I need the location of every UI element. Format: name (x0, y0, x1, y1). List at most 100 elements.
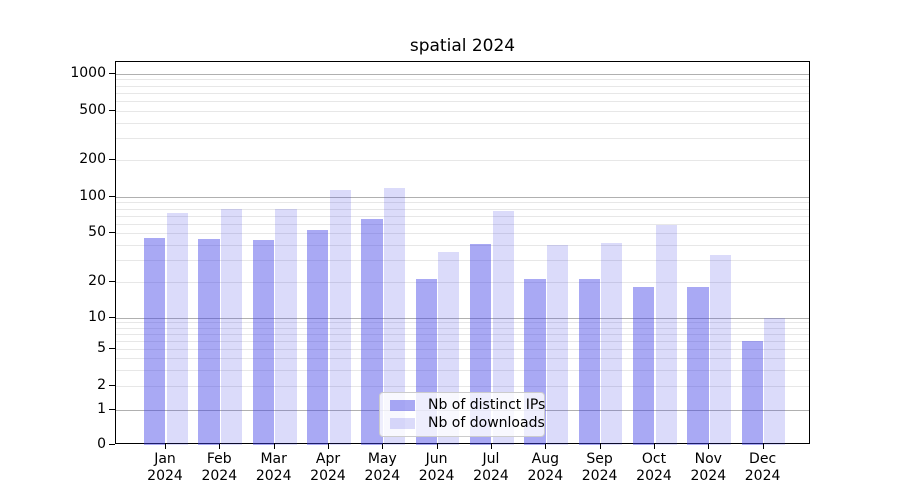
x-tick-label-line: Aug (531, 451, 559, 467)
x-tick-label: Jun 2024 (405, 451, 469, 485)
bar-distinct-ips (578, 279, 601, 445)
y-tick-label: 50 (88, 224, 106, 241)
y-tick-label: 10 (88, 308, 106, 325)
y-tick-label: 1000 (70, 64, 106, 81)
x-tick-label: Mar 2024 (242, 451, 306, 485)
grid-line-minor (116, 92, 809, 94)
x-tick-label-line: 2024 (147, 468, 183, 484)
x-tick-mark (654, 444, 655, 449)
x-tick-label: Apr 2024 (296, 451, 360, 485)
grid-line-minor (116, 357, 809, 359)
grid-line-minor (116, 101, 809, 103)
bar-distinct-ips (633, 287, 655, 445)
y-tick-mark (109, 347, 115, 349)
y-tick-mark (109, 72, 115, 74)
bar-distinct-ips (741, 340, 764, 445)
grid-line-minor (116, 386, 809, 387)
bar-downloads (764, 317, 786, 445)
y-tick-mark (109, 444, 115, 445)
x-tick-label: Oct 2024 (622, 451, 686, 485)
x-tick-label: Aug 2024 (513, 451, 577, 485)
x-tick-label-line: 2024 (473, 468, 509, 484)
x-tick-label-line: Jun (425, 451, 448, 467)
x-tick-label: Jul 2024 (459, 451, 523, 485)
x-tick-label-line: 2024 (690, 468, 727, 484)
x-tick-label: Feb 2024 (187, 451, 251, 485)
grid-line-minor (116, 260, 809, 262)
bar-downloads (601, 242, 623, 445)
x-tick-mark (382, 444, 384, 449)
grid-line-minor (116, 85, 809, 87)
legend-item-distinct-ips: Nb of distinct IPs (387, 398, 545, 413)
x-tick-label: May 2024 (350, 451, 414, 485)
grid-line-minor (116, 233, 809, 235)
grid-line-major (116, 73, 809, 75)
y-tick-label: 5 (97, 339, 106, 356)
y-tick-label: 200 (79, 151, 106, 167)
bar-downloads (166, 213, 188, 445)
grid-line-minor (116, 79, 809, 81)
plot-area (115, 61, 810, 445)
bar-downloads (492, 210, 514, 445)
x-tick-label-line: 2024 (364, 468, 401, 484)
x-tick-label: Nov 2024 (676, 451, 740, 485)
grid-line-minor (116, 333, 809, 335)
bar-downloads (546, 245, 569, 445)
y-tick-mark (109, 110, 115, 111)
legend-label-downloads: Nb of downloads (428, 415, 545, 431)
x-tick-label: Jan 2024 (133, 451, 197, 485)
grid-line-minor (116, 245, 809, 247)
bar-distinct-ips (361, 219, 383, 445)
y-tick-label: 500 (79, 102, 106, 118)
y-tick-mark (109, 409, 115, 410)
grid-line-minor (116, 202, 809, 204)
bar-downloads (383, 187, 406, 445)
x-tick-label-line: Jan (154, 451, 176, 467)
x-tick-mark (545, 444, 547, 449)
x-tick-label-line: 2024 (310, 468, 346, 484)
x-tick-label-line: Dec (749, 451, 777, 467)
bar-distinct-ips (252, 240, 275, 445)
grid-line-minor (116, 348, 809, 350)
x-tick-label-line: 2024 (744, 468, 781, 484)
grid-line-minor (116, 160, 809, 161)
x-tick-label-line: Nov (694, 451, 722, 467)
grid-line-minor (116, 138, 809, 140)
bar-distinct-ips (198, 238, 220, 445)
grid-line-major (116, 196, 809, 198)
x-tick-label-line: Mar (260, 451, 287, 467)
grid-line-minor (116, 215, 809, 217)
grid-line-minor (116, 369, 809, 371)
x-tick-label-line: Oct (641, 451, 667, 467)
legend-swatch-distinct-ips (390, 400, 415, 411)
x-tick-mark (165, 444, 166, 449)
x-tick-label: Sep 2024 (568, 451, 632, 485)
x-tick-label-line: Apr (315, 451, 341, 467)
x-tick-label-line: 2024 (527, 468, 564, 484)
x-tick-label-line: 2024 (418, 468, 455, 484)
legend: Nb of distinct IPs Nb of downloads (379, 392, 545, 437)
y-tick-mark (109, 385, 115, 386)
y-tick-mark (109, 316, 115, 318)
x-tick-mark (328, 444, 329, 449)
grid-line-minor (116, 208, 809, 210)
x-tick-mark (599, 444, 601, 449)
x-tick-mark (436, 444, 438, 449)
x-tick-label: Dec 2024 (731, 451, 795, 485)
x-tick-mark (708, 444, 710, 449)
x-tick-label-line: 2024 (581, 468, 618, 484)
x-tick-label-line: 2024 (255, 468, 292, 484)
bar-distinct-ips (144, 237, 166, 445)
y-tick-mark (109, 280, 115, 282)
grid-line-minor (116, 340, 809, 342)
y-tick-mark (109, 232, 115, 234)
chart-title: spatial 2024 (409, 36, 516, 56)
bar-distinct-ips (307, 230, 329, 445)
x-tick-label-line: May (367, 451, 397, 467)
y-tick-label: 0 (97, 436, 106, 452)
x-tick-mark (219, 444, 221, 449)
bar-downloads (275, 209, 297, 445)
x-tick-label-line: 2024 (636, 468, 672, 484)
grid-line-minor (116, 223, 809, 225)
legend-label-distinct-ips: Nb of distinct IPs (428, 397, 546, 413)
